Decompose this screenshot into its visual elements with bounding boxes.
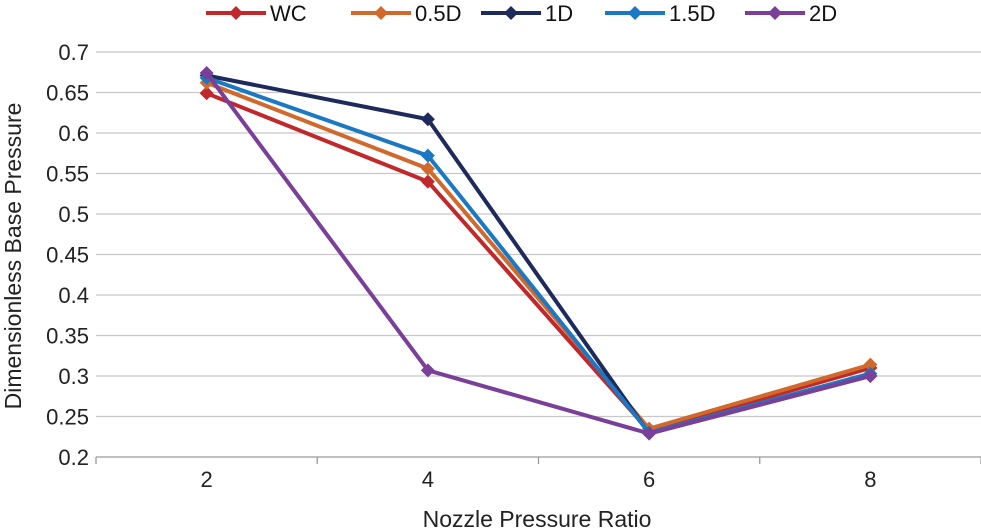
y-tick-label: 0.45 bbox=[46, 243, 89, 268]
y-tick-label: 0.3 bbox=[58, 364, 89, 389]
data-point-2d bbox=[199, 66, 214, 81]
series-group bbox=[199, 66, 878, 441]
data-point-1-5d bbox=[420, 148, 435, 163]
series-line-0-5d bbox=[205, 80, 871, 431]
gridlines bbox=[96, 51, 981, 458]
y-tick-label: 0.2 bbox=[58, 445, 89, 470]
y-tick-label: 0.65 bbox=[46, 81, 89, 106]
data-point-0-5d bbox=[863, 357, 878, 372]
legend: WC 0.5D 1D 1.5D 2D bbox=[206, 1, 837, 26]
x-tick-label: 4 bbox=[422, 467, 434, 492]
data-point-2d bbox=[420, 363, 435, 378]
x-axis-ticks: 2 4 6 8 bbox=[95, 457, 981, 492]
legend-item-1d: 1D bbox=[481, 1, 573, 26]
legend-label: 1D bbox=[545, 1, 573, 26]
series-line-wc bbox=[205, 91, 871, 434]
legend-swatch-marker bbox=[768, 6, 782, 20]
y-tick-label: 0.4 bbox=[58, 283, 89, 308]
legend-swatch-marker bbox=[374, 6, 388, 20]
x-tick-label: 6 bbox=[643, 467, 655, 492]
data-point-0-5d bbox=[420, 161, 435, 176]
y-tick-label: 0.25 bbox=[46, 405, 89, 430]
legend-swatch-marker bbox=[229, 6, 243, 20]
series-2d bbox=[199, 66, 878, 441]
series-1-5d bbox=[199, 70, 878, 440]
legend-label: 1.5D bbox=[669, 1, 715, 26]
data-point-1d bbox=[420, 112, 435, 127]
x-tick-label: 8 bbox=[864, 467, 876, 492]
legend-label: WC bbox=[270, 1, 307, 26]
y-tick-label: 0.6 bbox=[58, 121, 89, 146]
y-tick-label: 0.7 bbox=[58, 40, 89, 65]
legend-item-1-5d: 1.5D bbox=[605, 1, 715, 26]
x-axis-title: Nozzle Pressure Ratio bbox=[423, 506, 652, 531]
series-line-2d bbox=[205, 71, 871, 436]
series-wc bbox=[199, 86, 878, 439]
y-axis-ticks: 0.2 0.25 0.3 0.35 0.4 0.45 0.5 0.55 0.6 0.65 0.7 bbox=[46, 40, 89, 470]
data-point-wc bbox=[420, 174, 435, 189]
legend-label: 2D bbox=[809, 1, 837, 26]
data-point-2d bbox=[642, 426, 657, 441]
y-axis-title: Dimensionless Base Pressure bbox=[0, 103, 26, 410]
legend-label: 0.5D bbox=[415, 1, 461, 26]
legend-swatch-marker bbox=[504, 6, 518, 20]
y-tick-label: 0.55 bbox=[46, 162, 89, 187]
x-tick-label: 2 bbox=[201, 467, 213, 492]
data-point-wc bbox=[199, 86, 214, 101]
legend-item-wc: WC bbox=[206, 1, 307, 26]
y-tick-label: 0.35 bbox=[46, 324, 89, 349]
legend-item-2d: 2D bbox=[745, 1, 837, 26]
legend-swatch-marker bbox=[628, 6, 642, 20]
data-point-2d bbox=[863, 369, 878, 383]
y-tick-label: 0.5 bbox=[58, 202, 89, 227]
legend-item-0-5d: 0.5D bbox=[351, 1, 461, 26]
